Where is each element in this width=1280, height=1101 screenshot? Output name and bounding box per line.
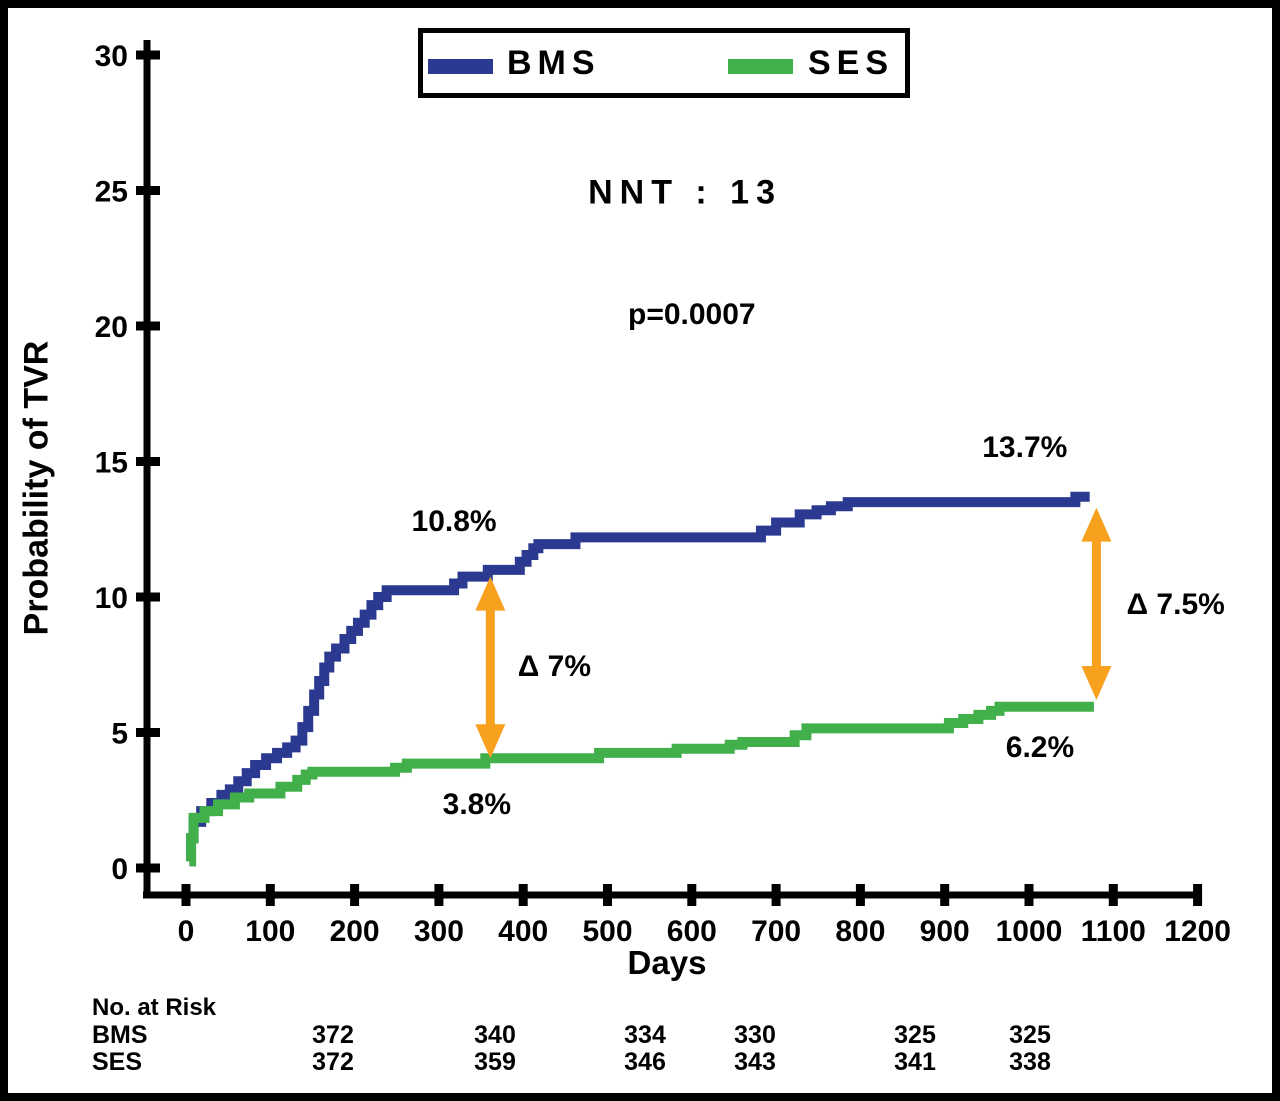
x-tick-label: 1100	[1081, 915, 1146, 948]
x-tick-label: 300	[414, 915, 464, 948]
legend-swatch-ses	[728, 59, 793, 74]
legend-swatch-bms	[428, 59, 493, 74]
x-tick-label: 1200	[1164, 915, 1231, 948]
risk-value: 372	[312, 1048, 354, 1076]
x-tick-label: 800	[835, 915, 885, 948]
risk-value: 346	[624, 1048, 666, 1076]
risk-value: 334	[624, 1021, 666, 1049]
bms-rate-360d-label: 10.8%	[411, 504, 497, 538]
risk-value: 340	[474, 1021, 516, 1049]
delta-arrow-head-down	[1081, 665, 1112, 700]
risk-table-header: No. at Risk	[92, 994, 217, 1021]
x-tick-label: 0	[178, 915, 195, 948]
y-tick-label: 30	[95, 40, 128, 73]
curve-bms	[186, 491, 1090, 867]
risk-value: 372	[312, 1021, 354, 1049]
ses-rate-final-label: 6.2%	[1005, 730, 1075, 764]
legend-label-bms: BMS	[507, 44, 601, 82]
ses-rate-360d-label: 3.8%	[442, 788, 512, 822]
y-tick-label: 20	[95, 311, 128, 344]
risk-row-label-bms: BMS	[92, 1021, 148, 1049]
risk-value: 343	[734, 1048, 776, 1076]
p-value-label: p=0.0007	[627, 298, 756, 332]
x-tick-label: 900	[920, 915, 970, 948]
risk-value: 359	[474, 1048, 516, 1076]
bms-rate-final-label: 13.7%	[982, 430, 1068, 464]
x-tick-label: 200	[330, 915, 380, 948]
risk-value: 330	[734, 1021, 776, 1049]
delta-360d-label: Δ 7%	[517, 649, 592, 683]
x-tick-label: 1000	[996, 915, 1063, 948]
x-tick-label: 700	[751, 915, 801, 948]
legend: BMS SES	[418, 28, 910, 98]
x-tick-label: 400	[498, 915, 548, 948]
x-axis-title: Days	[627, 944, 707, 981]
nnt-label: NNT : 13	[588, 173, 783, 212]
y-tick-label: 10	[95, 582, 128, 615]
y-tick-label: 25	[95, 176, 128, 209]
risk-value: 341	[894, 1048, 936, 1076]
y-tick-label: 0	[111, 853, 128, 886]
x-tick-label: 100	[245, 915, 295, 948]
delta-arrow-head-up	[475, 576, 506, 611]
curve-ses	[186, 701, 1094, 867]
delta-arrow-head-up	[1081, 507, 1112, 542]
y-tick-label: 5	[111, 718, 128, 751]
risk-value: 325	[894, 1021, 936, 1049]
legend-label-ses: SES	[808, 44, 895, 82]
x-tick-label: 500	[582, 915, 632, 948]
risk-value: 338	[1009, 1048, 1051, 1076]
risk-row-label-ses: SES	[92, 1048, 143, 1076]
delta-arrow-head-down	[475, 724, 506, 759]
x-tick-label: 600	[667, 915, 717, 948]
risk-value: 325	[1009, 1021, 1051, 1049]
delta-final-label: Δ 7.5%	[1126, 588, 1225, 622]
y-tick-label: 15	[95, 447, 128, 480]
